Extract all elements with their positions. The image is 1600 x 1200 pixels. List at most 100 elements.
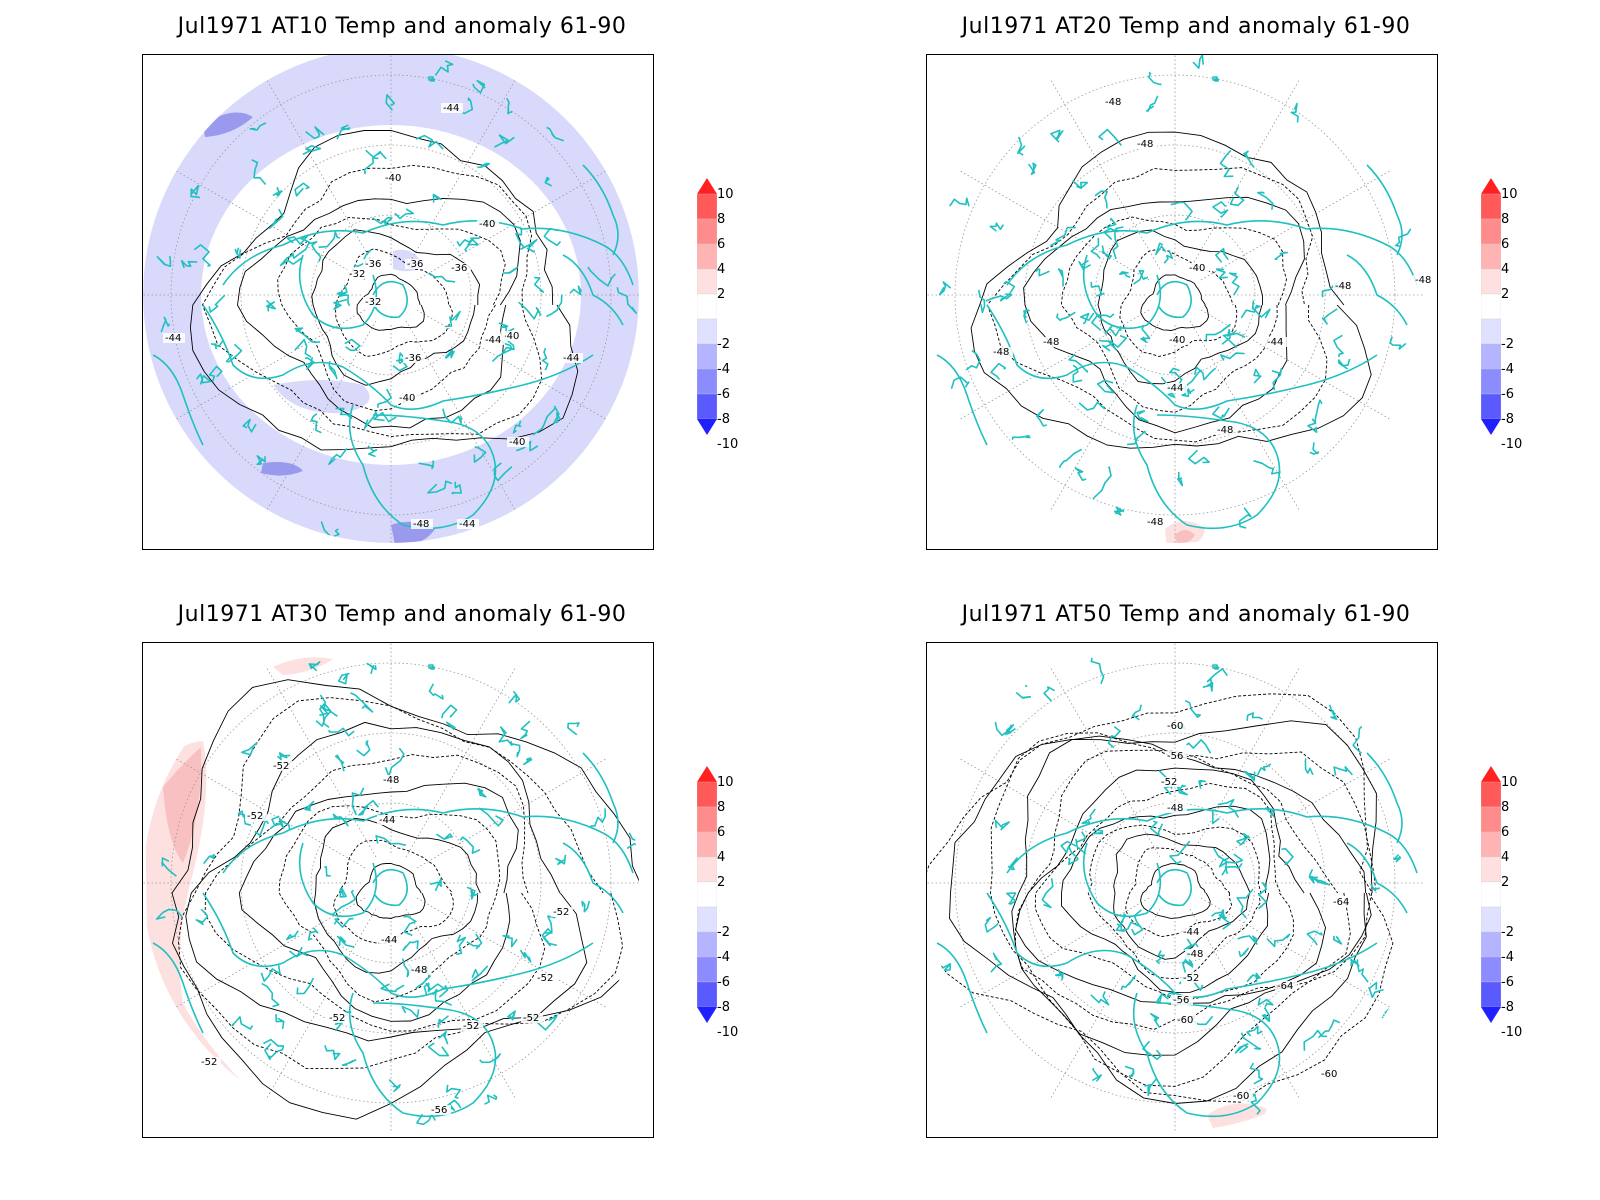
colorbar-tick-label: -8 xyxy=(1501,1000,1514,1015)
colorbar-tick-label: -2 xyxy=(717,337,730,352)
colorbar-tick-label: 10 xyxy=(1501,187,1518,202)
colorbar-segment xyxy=(697,343,717,370)
colorbar-tick-label: 6 xyxy=(717,237,726,252)
contour-label: -48 xyxy=(993,347,1009,358)
anomaly-colorbar: 10 8 6 4 2 -2 -4 -6 -8 -10 xyxy=(697,178,757,460)
temperature-contours xyxy=(171,679,639,1120)
colorbar-tick-label: 8 xyxy=(1501,212,1510,227)
colorbar-tick-label: 4 xyxy=(1501,262,1510,277)
contour-label: -40 xyxy=(509,437,525,448)
polar-map: -44-40-36-32-32-36 -36-40-40-44-44-40-48-… xyxy=(143,55,639,543)
anomaly-colorbar: 10 8 6 4 2 -2 -4 -6 -8 -10 xyxy=(1481,178,1541,460)
colorbar-segment xyxy=(1481,368,1501,395)
contour-label: -48 xyxy=(411,965,427,976)
colorbar-segment xyxy=(697,218,717,245)
colorbar-tick-label: 8 xyxy=(717,800,726,815)
contour-label: -52 xyxy=(247,811,263,822)
contour-label: -44 xyxy=(379,815,395,826)
colorbar-segment xyxy=(697,981,717,1008)
colorbar-tick-label: -2 xyxy=(1501,337,1514,352)
colorbar-tick-label: -10 xyxy=(717,1025,739,1040)
contour-label: -48 xyxy=(1137,139,1153,150)
contour-label: -48 xyxy=(1415,275,1431,286)
map-panel-at20: Jul1971 AT20 Temp and anomaly 61-90 -48 -4… xyxy=(926,0,1600,580)
contour-label: -36 xyxy=(407,259,423,270)
contour-label: -48 xyxy=(1217,425,1233,436)
contour-label: -44 xyxy=(459,519,475,530)
map-frame: -48 -48 -40 -40 -44 -48 -48 -48 -48 -48 -44 -48 xyxy=(926,54,1438,550)
colorbar-tick-label: -4 xyxy=(1501,362,1514,377)
map-panel-at50: Jul1971 AT50 Temp and anomaly 61-90 -60 -5… xyxy=(926,588,1600,1168)
anomaly-colorbar: 10 8 6 4 2 -2 -4 -6 -8 -10 xyxy=(697,766,757,1048)
contour-label: -48 xyxy=(1167,803,1183,814)
contour-label: -40 xyxy=(399,393,415,404)
contour-label: -60 xyxy=(1167,721,1183,732)
contour-label: -64 xyxy=(1277,981,1293,992)
colorbar-svg xyxy=(697,178,717,435)
colorbar-segment xyxy=(697,243,717,270)
coastlines xyxy=(152,661,639,1126)
colorbar-segment xyxy=(1481,856,1501,883)
colorbar-min-arrow xyxy=(697,419,717,435)
contour-label: -56 xyxy=(1167,751,1183,762)
colorbar-tick-label: 10 xyxy=(717,187,734,202)
contour-label: -56 xyxy=(431,1105,447,1116)
contour-label: -48 xyxy=(1043,337,1059,348)
colorbar-max-arrow xyxy=(1481,766,1501,782)
colorbar-segment xyxy=(1481,393,1501,420)
contour-label: -52 xyxy=(537,973,553,984)
contour-label: -44 xyxy=(563,353,579,364)
colorbar-tick-label: 2 xyxy=(1501,875,1510,890)
colorbar-tick-label: 6 xyxy=(717,825,726,840)
colorbar-segment xyxy=(1481,268,1501,295)
contour-label: -40 xyxy=(479,219,495,230)
colorbar-segment xyxy=(1481,193,1501,220)
contour-label: -32 xyxy=(365,297,381,308)
colorbar-min-arrow xyxy=(1481,419,1501,435)
colorbar-tick-label: 6 xyxy=(1501,825,1510,840)
colorbar-tick-label: 10 xyxy=(1501,775,1518,790)
colorbar-tick-label: 6 xyxy=(1501,237,1510,252)
colorbar-segment xyxy=(697,931,717,958)
graticule xyxy=(927,643,1423,1131)
contour-label: -40 xyxy=(1169,335,1185,346)
colorbar-segment xyxy=(1481,318,1501,345)
contour-labels: -60 -56 -52 -48 -44 -48 -52 -56 -60 -64 -64 -60 -60 xyxy=(1159,721,1353,1102)
colorbar-segment xyxy=(1481,881,1501,908)
colorbar-min-arrow xyxy=(1481,1007,1501,1023)
graticule xyxy=(143,643,639,1131)
colorbar-tick-label: 2 xyxy=(717,875,726,890)
map-frame: -52 -48 -44 -52 -44 -48 -52 -52 -52 -52 -52 -56 -52 xyxy=(142,642,654,1138)
contour-label: -44 xyxy=(1183,927,1199,938)
colorbar-tick-label: -4 xyxy=(1501,950,1514,965)
contour-label: -52 xyxy=(201,1057,217,1068)
colorbar-segment xyxy=(1481,218,1501,245)
colorbar-max-arrow xyxy=(697,178,717,194)
contour-label: -52 xyxy=(329,1013,345,1024)
colorbar-tick-label: -4 xyxy=(717,362,730,377)
colorbar-segment xyxy=(697,293,717,320)
colorbar-tick-label: 10 xyxy=(717,775,734,790)
contour-label: -52 xyxy=(273,761,289,772)
colorbar-tick-label: -6 xyxy=(1501,975,1514,990)
contour-label: -44 xyxy=(1267,337,1283,348)
colorbar-tick-label: -4 xyxy=(717,950,730,965)
contour-label: -64 xyxy=(1333,897,1349,908)
colorbar-tick-label: 8 xyxy=(717,212,726,227)
contour-label: -48 xyxy=(413,519,429,530)
colorbar-segment xyxy=(697,906,717,933)
colorbar-tick-label: -2 xyxy=(717,925,730,940)
colorbar-tick-label: -10 xyxy=(1501,437,1523,452)
colorbar-tick-label: 4 xyxy=(1501,850,1510,865)
colorbar-tick-label: -8 xyxy=(1501,412,1514,427)
contour-label: -40 xyxy=(1189,263,1205,274)
colorbar-segment xyxy=(1481,831,1501,858)
contour-label: -48 xyxy=(383,775,399,786)
colorbar-tick-label: -2 xyxy=(1501,925,1514,940)
contour-label: -48 xyxy=(1147,517,1163,528)
colorbar-segment xyxy=(1481,806,1501,833)
contour-label: -40 xyxy=(503,331,519,342)
colorbar-segment xyxy=(1481,243,1501,270)
colorbar-segment xyxy=(697,831,717,858)
colorbar-segment xyxy=(697,318,717,345)
